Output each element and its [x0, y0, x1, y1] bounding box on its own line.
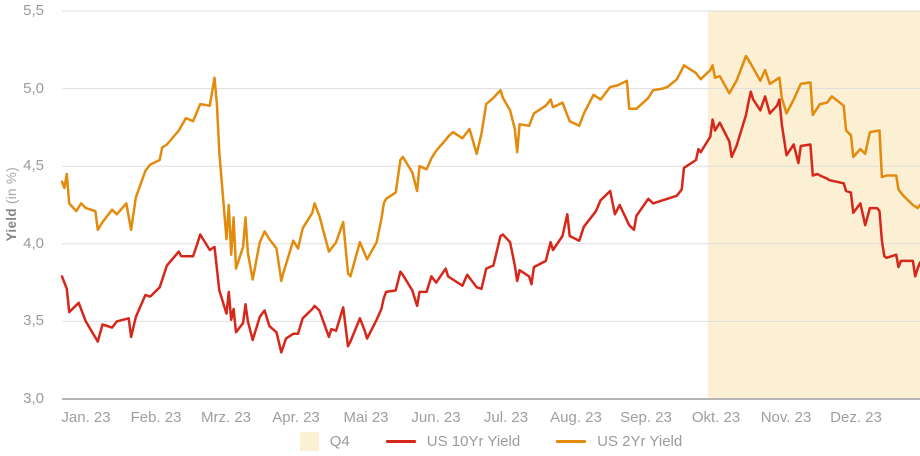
- y-axis-title: Yield (in %): [2, 0, 20, 408]
- x-tick-label: Feb. 23: [130, 409, 182, 426]
- x-tick-label: Apr. 23: [272, 409, 320, 426]
- x-tick-label: Aug. 23: [550, 409, 602, 426]
- x-tick-label: Mai 23: [343, 409, 389, 426]
- x-tick-label: Jul. 23: [483, 409, 529, 426]
- x-tick-label: Jun. 23: [411, 409, 461, 426]
- y-axis-title-text: Yield (in %): [4, 167, 19, 241]
- us-10yr-line-swatch-icon: [385, 440, 416, 443]
- x-tick-label: Okt. 23: [691, 409, 741, 426]
- q4-swatch-icon: [299, 432, 319, 451]
- legend: Q4 US 10Yr Yield US 2Yr Yield: [62, 432, 920, 451]
- legend-item-us-2yr: US 2Yr Yield: [556, 433, 682, 450]
- y-tick-label: 4,5: [23, 157, 44, 175]
- y-tick-label: 3,5: [23, 312, 44, 330]
- y-tick-label: 5,0: [23, 79, 44, 97]
- legend-item-q4: Q4: [299, 432, 350, 451]
- legend-label-us-2yr: US 2Yr Yield: [597, 433, 683, 450]
- x-tick-label: Dez. 23: [830, 409, 882, 426]
- series-line-us-10yr-yield: [60, 90, 920, 354]
- q4-highlight-band: [707, 11, 920, 399]
- x-tick-label: Sep. 23: [620, 409, 672, 426]
- x-tick-label: Jan. 23: [61, 409, 111, 426]
- legend-label-us-10yr: US 10Yr Yield: [426, 433, 521, 450]
- x-tick-label: Mrz. 23: [200, 409, 252, 426]
- y-tick-label: 5,5: [23, 2, 44, 19]
- x-tick-label: Nov. 23: [760, 409, 812, 426]
- legend-item-us-10yr: US 10Yr Yield: [385, 433, 521, 450]
- y-tick-label: 4,0: [23, 234, 44, 252]
- us-2yr-line-swatch-icon: [556, 440, 587, 443]
- series-line-us-2yr-yield: [60, 54, 920, 283]
- y-tick-label: 3,0: [23, 390, 44, 407]
- legend-label-q4: Q4: [329, 433, 350, 450]
